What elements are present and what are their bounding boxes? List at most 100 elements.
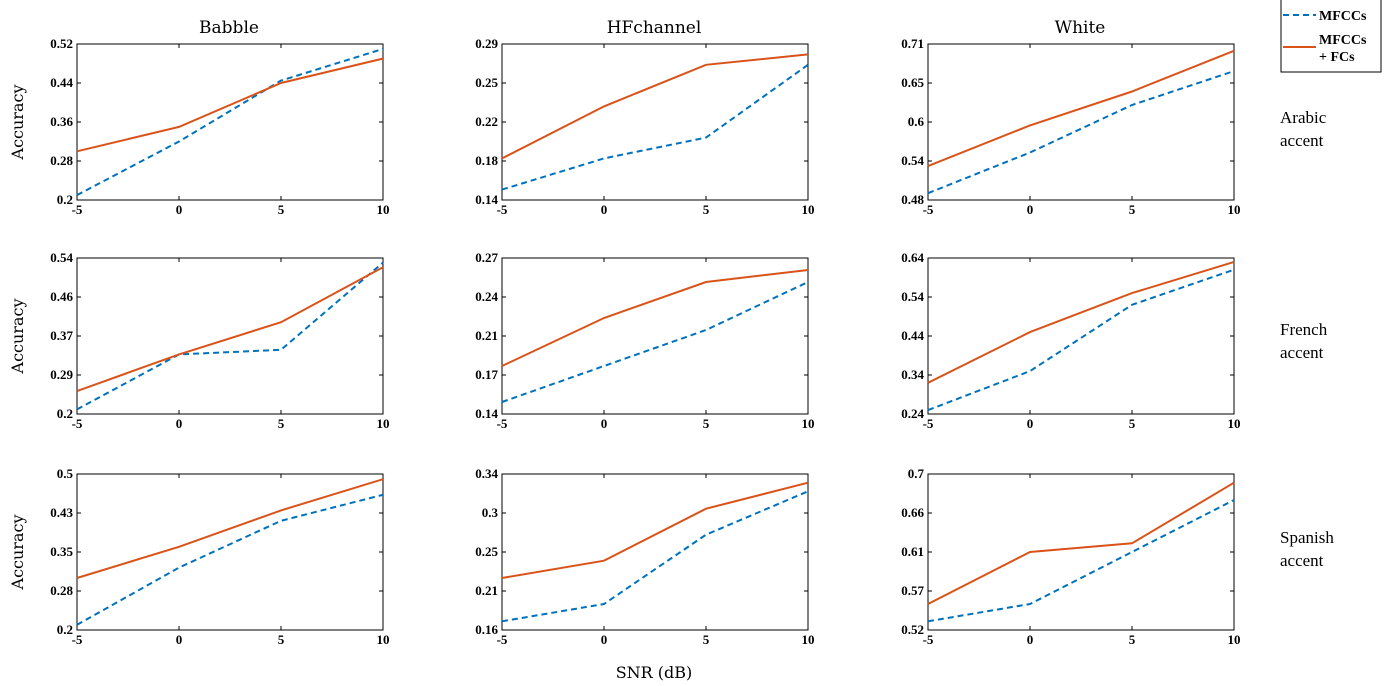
panel-arabic-white-series-mfccs xyxy=(927,70,1235,195)
panel-french-hfchannel-series-mfccs-fcs xyxy=(501,269,809,367)
panel-spanish-white: 0.52 0.57 0.61 0.66 0.7 -5 0 5 10 xyxy=(901,466,1240,647)
panel-arabic-hfchannel: 0.14 0.18 0.22 0.25 0.29 -5 0 5 10 xyxy=(475,36,814,217)
panel-arabic-babble-xtick-label: 5 xyxy=(278,202,285,217)
legend-label-mfccs: MFCCs xyxy=(1319,9,1367,24)
panel-spanish-hfchannel-series-mfccs xyxy=(501,490,809,623)
panel-french-hfchannel-ytick-label: 0.21 xyxy=(475,328,498,343)
panel-arabic-babble-ytick-label: 0.28 xyxy=(50,153,73,168)
panel-french-babble-frame xyxy=(76,257,384,415)
row-label-arabic-line2: accent xyxy=(1280,131,1324,150)
panel-french-white-frame xyxy=(927,257,1235,415)
panel-spanish-white-ytick-label: 0.52 xyxy=(901,622,924,637)
panel-arabic-babble-xtick-label: 10 xyxy=(377,202,390,217)
panel-french-hfchannel-xtick-label: -5 xyxy=(497,416,508,431)
panel-french-white-ytick-label: 0.24 xyxy=(901,406,924,421)
panel-spanish-white-ytick-label: 0.61 xyxy=(901,544,924,559)
panel-french-babble-ytick-label: 0.2 xyxy=(57,406,73,421)
panel-spanish-babble-xtick-label: 5 xyxy=(278,632,285,647)
panel-french-hfchannel-ytick-label: 0.24 xyxy=(475,289,498,304)
panel-spanish-white-ytick-label: 0.57 xyxy=(901,583,924,598)
panel-spanish-hfchannel-xtick-label: 10 xyxy=(802,632,815,647)
panel-arabic-white-ytick-label: 0.48 xyxy=(901,192,924,207)
panel-french-white-series-mfccs xyxy=(927,268,1235,412)
row-label-spanish-line1: Spanish xyxy=(1280,528,1334,547)
panel-french-hfchannel-ytick-label: 0.14 xyxy=(475,406,498,421)
column-title-babble: Babble xyxy=(199,18,259,38)
panel-arabic-white-xtick-label: 0 xyxy=(1027,202,1034,217)
panel-arabic-hfchannel-series-mfccs xyxy=(501,63,809,191)
panel-spanish-babble-xtick-label: -5 xyxy=(72,632,83,647)
panel-arabic-babble-ytick-label: 0.2 xyxy=(57,192,73,207)
panel-arabic-hfchannel-ytick-label: 0.25 xyxy=(475,75,498,90)
row-label-spanish: Spanish accent xyxy=(1280,528,1334,570)
panel-arabic-hfchannel-ytick-label: 0.18 xyxy=(475,153,498,168)
panel-arabic-white-series-mfccs-fcs xyxy=(927,49,1235,168)
panel-arabic-white-ytick-label: 0.6 xyxy=(908,114,925,129)
panel-french-hfchannel-xtick-label: 0 xyxy=(601,416,608,431)
panel-spanish-hfchannel-ytick-label: 0.25 xyxy=(475,544,498,559)
panel-spanish-babble-ytick-label: 0.35 xyxy=(50,544,73,559)
legend: MFCCs MFCCs + FCs xyxy=(1280,0,1382,73)
row-label-french: French accent xyxy=(1280,320,1328,362)
panel-arabic-hfchannel-frame xyxy=(501,43,809,201)
panel-arabic-hfchannel-series-mfccs-fcs xyxy=(501,53,809,160)
panel-arabic-white-frame xyxy=(927,43,1235,201)
chart-panels: 0.20.280.360.440.52-5 0 5 100.140.180.220.2… xyxy=(50,36,1240,647)
column-title-hfchannel: HFchannel xyxy=(607,18,702,38)
panel-french-babble-xtick-label: 10 xyxy=(377,416,390,431)
panel-spanish-white-frame xyxy=(927,473,1235,631)
row-label-french-line1: French xyxy=(1280,320,1328,339)
panel-french-hfchannel-ytick-label: 0.17 xyxy=(475,367,498,382)
row-label-french-line2: accent xyxy=(1280,343,1324,362)
panel-spanish-white-xtick-label: 0 xyxy=(1027,632,1034,647)
panel-french-hfchannel-frame xyxy=(501,257,809,415)
row-label-arabic: Arabic accent xyxy=(1280,108,1327,150)
panel-spanish-babble-ytick-label: 0.5 xyxy=(57,466,74,481)
panel-spanish-hfchannel-ytick-label: 0.34 xyxy=(475,466,498,481)
panel-spanish-white-xtick-label: -5 xyxy=(923,632,934,647)
panel-spanish-babble-ytick-label: 0.2 xyxy=(57,622,73,637)
legend-label-mfccs-fcs-line1: MFCCs xyxy=(1319,33,1367,48)
panel-arabic-white-xtick-label: 5 xyxy=(1129,202,1136,217)
panel-arabic-babble-series-mfccs-fcs xyxy=(76,57,384,153)
panel-french-babble-series-mfccs xyxy=(76,261,384,411)
panel-spanish-babble-ytick-label: 0.43 xyxy=(50,505,73,520)
panel-arabic-hfchannel-xtick-label: 5 xyxy=(703,202,710,217)
panel-spanish-hfchannel-xtick-label: 0 xyxy=(601,632,608,647)
panel-arabic-hfchannel-ytick-label: 0.14 xyxy=(475,192,498,207)
panel-french-babble-xtick-label: 0 xyxy=(176,416,183,431)
panel-french-hfchannel-series-mfccs xyxy=(501,281,809,403)
panel-french-hfchannel-ytick-label: 0.27 xyxy=(475,250,498,265)
panel-spanish-babble-ytick-label: 0.28 xyxy=(50,583,73,598)
panel-arabic-babble-ytick-label: 0.44 xyxy=(50,75,73,90)
panel-arabic-white-xtick-label: -5 xyxy=(923,202,934,217)
panel-spanish-white-series-mfccs-fcs xyxy=(927,481,1235,605)
panel-french-white-xtick-label: 10 xyxy=(1228,416,1241,431)
panel-spanish-hfchannel: 0.16 0.21 0.25 0.3 0.34 -5 0 5 10 xyxy=(475,466,814,647)
panel-french-white-ytick-label: 0.34 xyxy=(901,367,924,382)
panel-french-babble-ytick-label: 0.29 xyxy=(50,367,73,382)
panel-spanish-hfchannel-series-mfccs-fcs xyxy=(501,481,809,579)
row-label-arabic-line1: Arabic xyxy=(1280,108,1327,127)
panel-french-babble: 0.2 0.29 0.37 0.46 0.54 -5 0 5 10 xyxy=(50,250,389,431)
panel-spanish-white-xtick-label: 10 xyxy=(1228,632,1241,647)
y-axis-label-row3: Accuracy xyxy=(8,515,27,591)
panel-french-white-xtick-label: 5 xyxy=(1129,416,1136,431)
panel-spanish-hfchannel-ytick-label: 0.16 xyxy=(475,622,498,637)
panel-french-hfchannel-xtick-label: 10 xyxy=(802,416,815,431)
panel-arabic-babble-ytick-label: 0.52 xyxy=(50,36,73,51)
panel-spanish-hfchannel-xtick-label: 5 xyxy=(703,632,710,647)
panel-french-white-ytick-label: 0.64 xyxy=(901,250,924,265)
y-axis-label-row1: Accuracy xyxy=(8,85,27,161)
panel-spanish-babble-xtick-label: 10 xyxy=(377,632,390,647)
panel-spanish-babble-xtick-label: 0 xyxy=(176,632,183,647)
panel-spanish-hfchannel-frame xyxy=(501,473,809,631)
panel-french-white-series-mfccs-fcs xyxy=(927,260,1235,384)
panel-french-hfchannel: 0.14 0.17 0.21 0.24 0.27 -5 0 5 10 xyxy=(475,250,814,431)
panel-french-white-ytick-label: 0.44 xyxy=(901,328,924,343)
panel-arabic-hfchannel-xtick-label: 10 xyxy=(802,202,815,217)
panel-french-babble-ytick-label: 0.54 xyxy=(50,250,73,265)
panel-spanish-babble: 0.2 0.28 0.35 0.43 0.5 -5 0 5 10 xyxy=(50,466,389,647)
panel-arabic-babble-xtick-label: 0 xyxy=(176,202,183,217)
panel-arabic-white-ytick-label: 0.65 xyxy=(901,75,924,90)
